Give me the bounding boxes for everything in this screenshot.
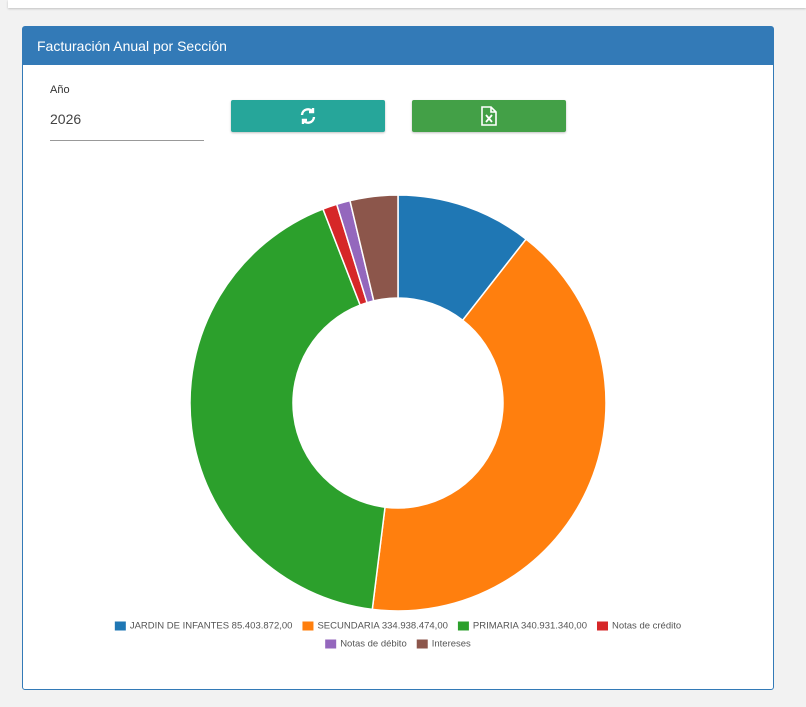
- panel-title: Facturación Anual por Sección: [23, 27, 773, 65]
- legend-label: Notas de débito: [340, 639, 407, 650]
- legend-label: Notas de crédito: [612, 621, 681, 632]
- legend-label: PRIMARIA 340.931.340,00: [473, 621, 587, 632]
- excel-button[interactable]: [412, 100, 566, 132]
- refresh-button[interactable]: [231, 100, 385, 132]
- refresh-icon: [300, 108, 316, 124]
- legend-swatch: [325, 639, 337, 649]
- excel-icon: [481, 106, 497, 126]
- legend-swatch: [596, 621, 608, 631]
- legend-swatch: [457, 621, 469, 631]
- legend-swatch: [302, 621, 314, 631]
- legend-label: Intereses: [432, 639, 471, 650]
- slice: [349, 194, 399, 302]
- legend-label: SECUNDARIA 334.938.474,00: [317, 621, 447, 632]
- legend-label: JARDIN DE INFANTES 85.403.872,00: [130, 621, 293, 632]
- year-input[interactable]: 2026: [50, 111, 204, 141]
- top-bar: [8, 0, 806, 8]
- slice: [189, 208, 386, 611]
- year-label: Año: [50, 84, 70, 96]
- legend-swatch: [416, 639, 428, 649]
- slice: [371, 238, 607, 612]
- legend-swatch: [114, 621, 126, 631]
